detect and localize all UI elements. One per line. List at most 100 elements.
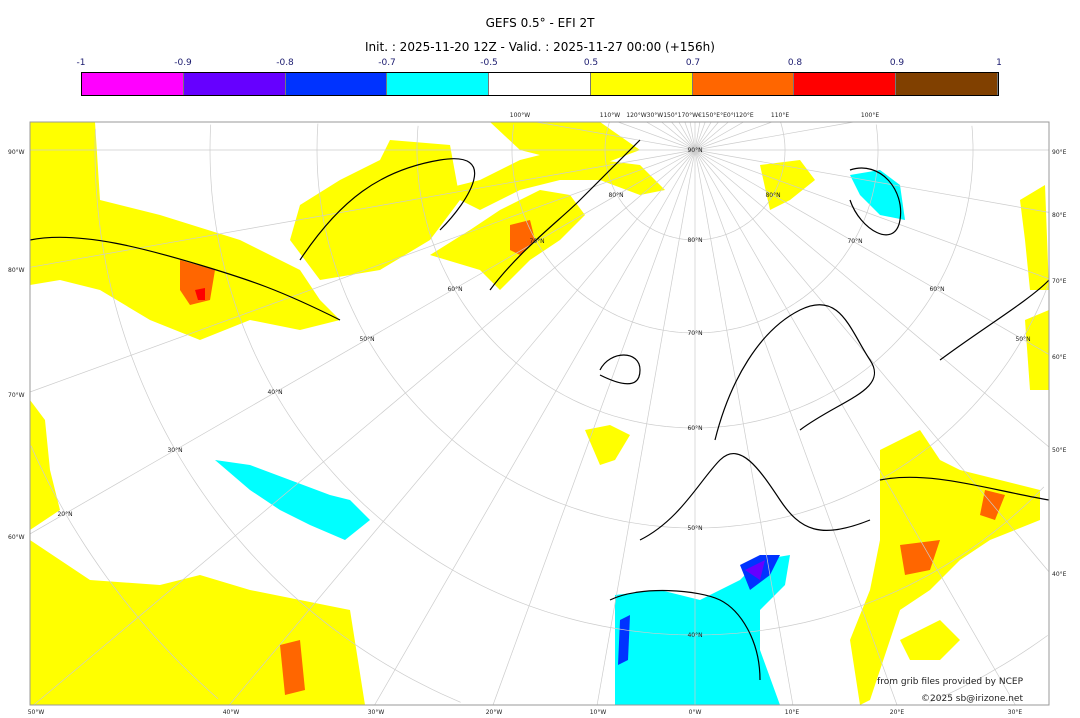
efi-area [900, 620, 960, 660]
efi-area [215, 460, 370, 540]
colorbar-tick-label: 0.7 [685, 58, 701, 68]
colorbar-tick-label: -0.9 [174, 58, 192, 68]
graticule-label: 80°N [608, 192, 623, 199]
meridian-line [694, 149, 1050, 213]
coastline [609, 589, 761, 681]
meridian-line [694, 121, 729, 151]
graticule-label: 60°N [687, 425, 702, 432]
efi-area [615, 555, 790, 705]
latitude-circle [416, 125, 974, 429]
chart-subtitle: Init. : 2025-11-20 12Z - Valid. : 2025-1… [365, 40, 715, 54]
meridian-line [29, 149, 696, 268]
meridian-line [694, 149, 1050, 280]
graticule-label: 70°N [529, 238, 544, 245]
colorbar-tick-label: 0.8 [787, 58, 803, 68]
graticule-label: 60°E [1052, 354, 1067, 361]
efi-area [850, 170, 905, 220]
coastline [879, 476, 1050, 501]
meridian-line [596, 149, 696, 706]
graticule-label: 70°N [687, 330, 702, 337]
colorbar-tick-label: -0.5 [480, 58, 498, 68]
credit-copyright: ©2025 sb@irizone.net [921, 694, 1023, 704]
efi-area [585, 425, 630, 465]
graticule-label: 90°W [8, 149, 25, 156]
graticule-label: 20°W [486, 709, 503, 716]
latitude-circle [94, 129, 1048, 703]
coastline [299, 158, 476, 261]
meridian-line [694, 121, 773, 151]
meridian-line [536, 121, 696, 151]
graticule-label: 50°N [687, 525, 702, 532]
meridian-line [694, 149, 794, 706]
efi-area [280, 640, 305, 695]
meridian-line [678, 121, 696, 151]
graticule-label: 50°N [359, 336, 374, 343]
efi-area [900, 540, 940, 575]
graticule-label: 10°E [785, 709, 800, 716]
meridian-line [646, 121, 696, 151]
meridian-line [694, 149, 1016, 706]
graticule-label: 50°W [28, 709, 45, 716]
efi-area [195, 288, 205, 300]
colorbar-tick-label: -1 [76, 58, 86, 68]
colorbar-tick-label: -0.8 [276, 58, 294, 68]
graticule-label: 30°W [368, 709, 385, 716]
colorbar-swatch [285, 73, 388, 95]
graticule-label: 70°E [1052, 278, 1067, 285]
meridian-line [694, 121, 854, 151]
efi-area [430, 190, 585, 290]
meridian-line [694, 121, 744, 151]
colorbar-swatch [489, 73, 591, 95]
graticule-label: 80°W [8, 267, 25, 274]
meridian-line [684, 121, 696, 151]
latitude-circle [209, 124, 1045, 636]
meridian-line [492, 149, 696, 706]
meridian-line [229, 149, 696, 706]
coastline [29, 236, 341, 321]
graticule-label: 60°W [8, 534, 25, 541]
graticule-label: 50°E [1052, 447, 1067, 454]
colorbar-swatch [82, 73, 184, 95]
map-frame [29, 121, 1050, 706]
meridian-line [661, 121, 696, 151]
graticule-label: 20°N [57, 511, 72, 518]
coastline [714, 304, 876, 441]
efi-area [490, 122, 640, 165]
colorbar-tick-label: 1 [996, 58, 1002, 68]
graticule-label: 50°N [1015, 336, 1030, 343]
graticule-label: 70°N [847, 238, 862, 245]
colorbar-tick-label: -0.7 [378, 58, 396, 68]
meridian-line [694, 121, 719, 151]
graticule-label: 100°E [861, 112, 879, 119]
graticule-label: 40°W [223, 709, 240, 716]
efi-area [1025, 310, 1049, 390]
graticule-label: 10°W [590, 709, 607, 716]
meridian-line [374, 149, 696, 706]
efi-area [618, 615, 630, 665]
efi-area [760, 160, 815, 210]
efi-area [30, 400, 60, 530]
meridian-line [694, 149, 898, 706]
colorbar-swatch [692, 73, 795, 95]
efi-area [850, 430, 1040, 705]
latitude-circle [30, 445, 219, 699]
graticule-label: 40°E [1052, 571, 1067, 578]
efi-area [745, 560, 765, 580]
graticule-label: 80°N [765, 192, 780, 199]
credit-source: from grib files provided by NCEP [877, 677, 1023, 687]
graticule-label: 60°N [929, 286, 944, 293]
graticule-label: 30°N [167, 447, 182, 454]
colorbar-swatch [794, 73, 897, 95]
meridian-line [694, 149, 1050, 448]
meridian-line [33, 149, 696, 706]
colorbar-swatch [590, 73, 693, 95]
graticule-label: 110°W [600, 112, 620, 119]
efi-area [30, 540, 365, 705]
graticule-label: 100°W [510, 112, 530, 119]
efi-area [1020, 185, 1049, 290]
latitude-circle [511, 124, 879, 334]
coastline [599, 354, 641, 385]
colorbar-tick-label: 0.9 [889, 58, 905, 68]
meridian-line [694, 121, 701, 151]
